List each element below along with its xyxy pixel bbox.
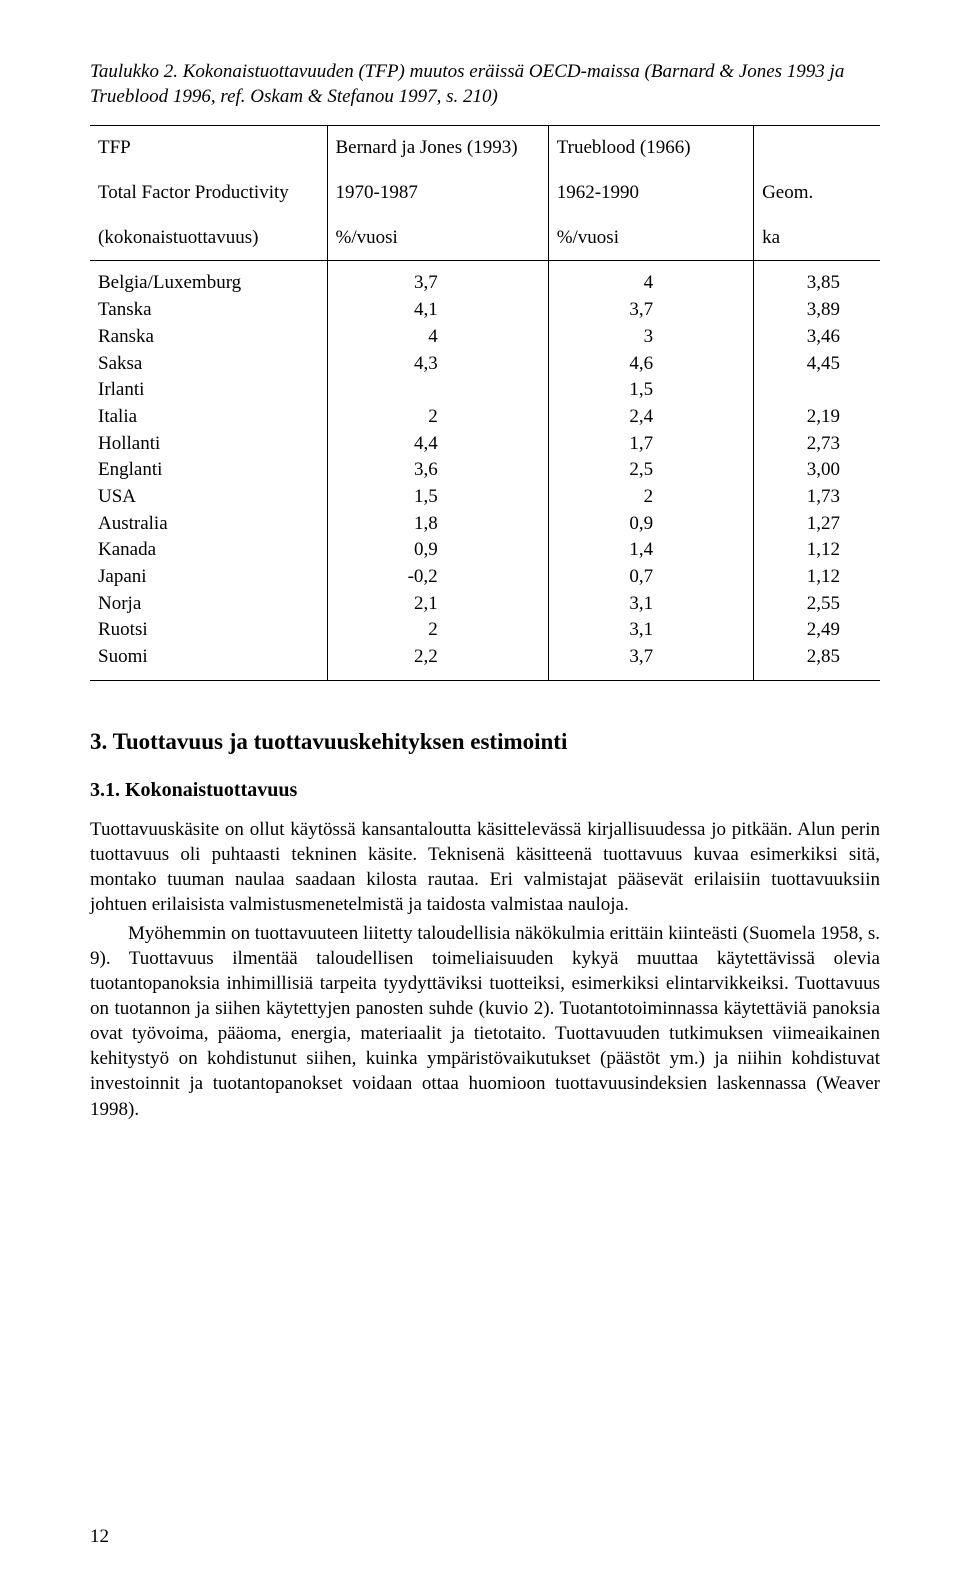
bernard-cell: 2 (327, 617, 548, 644)
country-cell: Belgia/Luxemburg (90, 261, 327, 297)
trueblood-cell: 0,9 (548, 511, 753, 538)
country-cell: Norja (90, 591, 327, 618)
table-row: Ruotsi23,12,49 (90, 617, 880, 644)
hdr-c2: %/vuosi (327, 216, 548, 261)
table-row: Saksa4,34,64,45 (90, 351, 880, 378)
geom-cell: 1,12 (754, 537, 880, 564)
table-header-row: TFP Bernard ja Jones (1993) Trueblood (1… (90, 126, 880, 171)
country-cell: USA (90, 484, 327, 511)
table-row: Italia22,42,19 (90, 404, 880, 431)
table-row: Kanada0,91,41,12 (90, 537, 880, 564)
geom-cell: 2,49 (754, 617, 880, 644)
bernard-cell: 4,4 (327, 431, 548, 458)
hdr-c3: 1962-1990 (548, 171, 753, 216)
table-header-row: (kokonaistuottavuus) %/vuosi %/vuosi ka (90, 216, 880, 261)
country-cell: Ruotsi (90, 617, 327, 644)
table-row: Tanska4,13,73,89 (90, 297, 880, 324)
hdr-c1: Total Factor Productivity (90, 171, 327, 216)
table-row: Belgia/Luxemburg3,743,85 (90, 261, 880, 297)
country-cell: Hollanti (90, 431, 327, 458)
table-row: Australia1,80,91,27 (90, 511, 880, 538)
trueblood-cell: 3,1 (548, 617, 753, 644)
country-cell: Englanti (90, 457, 327, 484)
table-row: Japani-0,20,71,12 (90, 564, 880, 591)
hdr-c1: TFP (90, 126, 327, 171)
geom-cell: 1,73 (754, 484, 880, 511)
page: Taulukko 2. Kokonaistuottavuuden (TFP) m… (0, 0, 960, 1580)
trueblood-cell: 3 (548, 324, 753, 351)
bernard-cell (327, 377, 548, 404)
bernard-cell: 1,5 (327, 484, 548, 511)
table-caption: Taulukko 2. Kokonaistuottavuuden (TFP) m… (90, 60, 880, 109)
geom-cell: 3,46 (754, 324, 880, 351)
hdr-c4 (754, 126, 880, 171)
geom-cell: 2,19 (754, 404, 880, 431)
bernard-cell: -0,2 (327, 564, 548, 591)
country-cell: Irlanti (90, 377, 327, 404)
hdr-c3: Trueblood (1966) (548, 126, 753, 171)
trueblood-cell: 3,7 (548, 644, 753, 680)
geom-cell: 3,89 (754, 297, 880, 324)
country-cell: Australia (90, 511, 327, 538)
subsection-heading: 3.1. Kokonaistuottavuus (90, 777, 880, 803)
trueblood-cell: 2,4 (548, 404, 753, 431)
table-row: Englanti3,62,53,00 (90, 457, 880, 484)
table-row: Irlanti 1,5 (90, 377, 880, 404)
country-cell: Saksa (90, 351, 327, 378)
trueblood-cell: 4 (548, 261, 753, 297)
bernard-cell: 1,8 (327, 511, 548, 538)
table-row: Norja2,13,12,55 (90, 591, 880, 618)
bernard-cell: 4 (327, 324, 548, 351)
bernard-cell: 2,2 (327, 644, 548, 680)
hdr-c3: %/vuosi (548, 216, 753, 261)
table-row: USA1,521,73 (90, 484, 880, 511)
geom-cell: 4,45 (754, 351, 880, 378)
body-paragraph: Tuottavuuskäsite on ollut käytössä kansa… (90, 817, 880, 917)
geom-cell: 2,73 (754, 431, 880, 458)
hdr-c4: Geom. (754, 171, 880, 216)
country-cell: Ranska (90, 324, 327, 351)
trueblood-cell: 3,1 (548, 591, 753, 618)
geom-cell: 1,27 (754, 511, 880, 538)
hdr-c4: ka (754, 216, 880, 261)
bernard-cell: 3,7 (327, 261, 548, 297)
trueblood-cell: 4,6 (548, 351, 753, 378)
country-cell: Japani (90, 564, 327, 591)
table-header-row: Total Factor Productivity 1970-1987 1962… (90, 171, 880, 216)
country-cell: Italia (90, 404, 327, 431)
page-number: 12 (90, 1525, 109, 1550)
geom-cell: 3,00 (754, 457, 880, 484)
bernard-cell: 3,6 (327, 457, 548, 484)
trueblood-cell: 1,4 (548, 537, 753, 564)
geom-cell: 2,85 (754, 644, 880, 680)
country-cell: Suomi (90, 644, 327, 680)
country-cell: Tanska (90, 297, 327, 324)
bernard-cell: 0,9 (327, 537, 548, 564)
trueblood-cell: 2 (548, 484, 753, 511)
bernard-cell: 4,1 (327, 297, 548, 324)
geom-cell: 3,85 (754, 261, 880, 297)
trueblood-cell: 0,7 (548, 564, 753, 591)
country-cell: Kanada (90, 537, 327, 564)
geom-cell: 2,55 (754, 591, 880, 618)
table-row: Hollanti4,41,72,73 (90, 431, 880, 458)
body-paragraph: Myöhemmin on tuottavuuteen liitetty talo… (90, 921, 880, 1122)
bernard-cell: 4,3 (327, 351, 548, 378)
tfp-table: TFP Bernard ja Jones (1993) Trueblood (1… (90, 125, 880, 680)
bernard-cell: 2 (327, 404, 548, 431)
hdr-c2: 1970-1987 (327, 171, 548, 216)
trueblood-cell: 1,7 (548, 431, 753, 458)
hdr-c1: (kokonaistuottavuus) (90, 216, 327, 261)
table-row: Ranska433,46 (90, 324, 880, 351)
trueblood-cell: 2,5 (548, 457, 753, 484)
table-row: Suomi2,23,72,85 (90, 644, 880, 680)
trueblood-cell: 3,7 (548, 297, 753, 324)
trueblood-cell: 1,5 (548, 377, 753, 404)
geom-cell: 1,12 (754, 564, 880, 591)
section-heading: 3. Tuottavuus ja tuottavuuskehityksen es… (90, 727, 880, 757)
hdr-c2: Bernard ja Jones (1993) (327, 126, 548, 171)
bernard-cell: 2,1 (327, 591, 548, 618)
geom-cell (754, 377, 880, 404)
